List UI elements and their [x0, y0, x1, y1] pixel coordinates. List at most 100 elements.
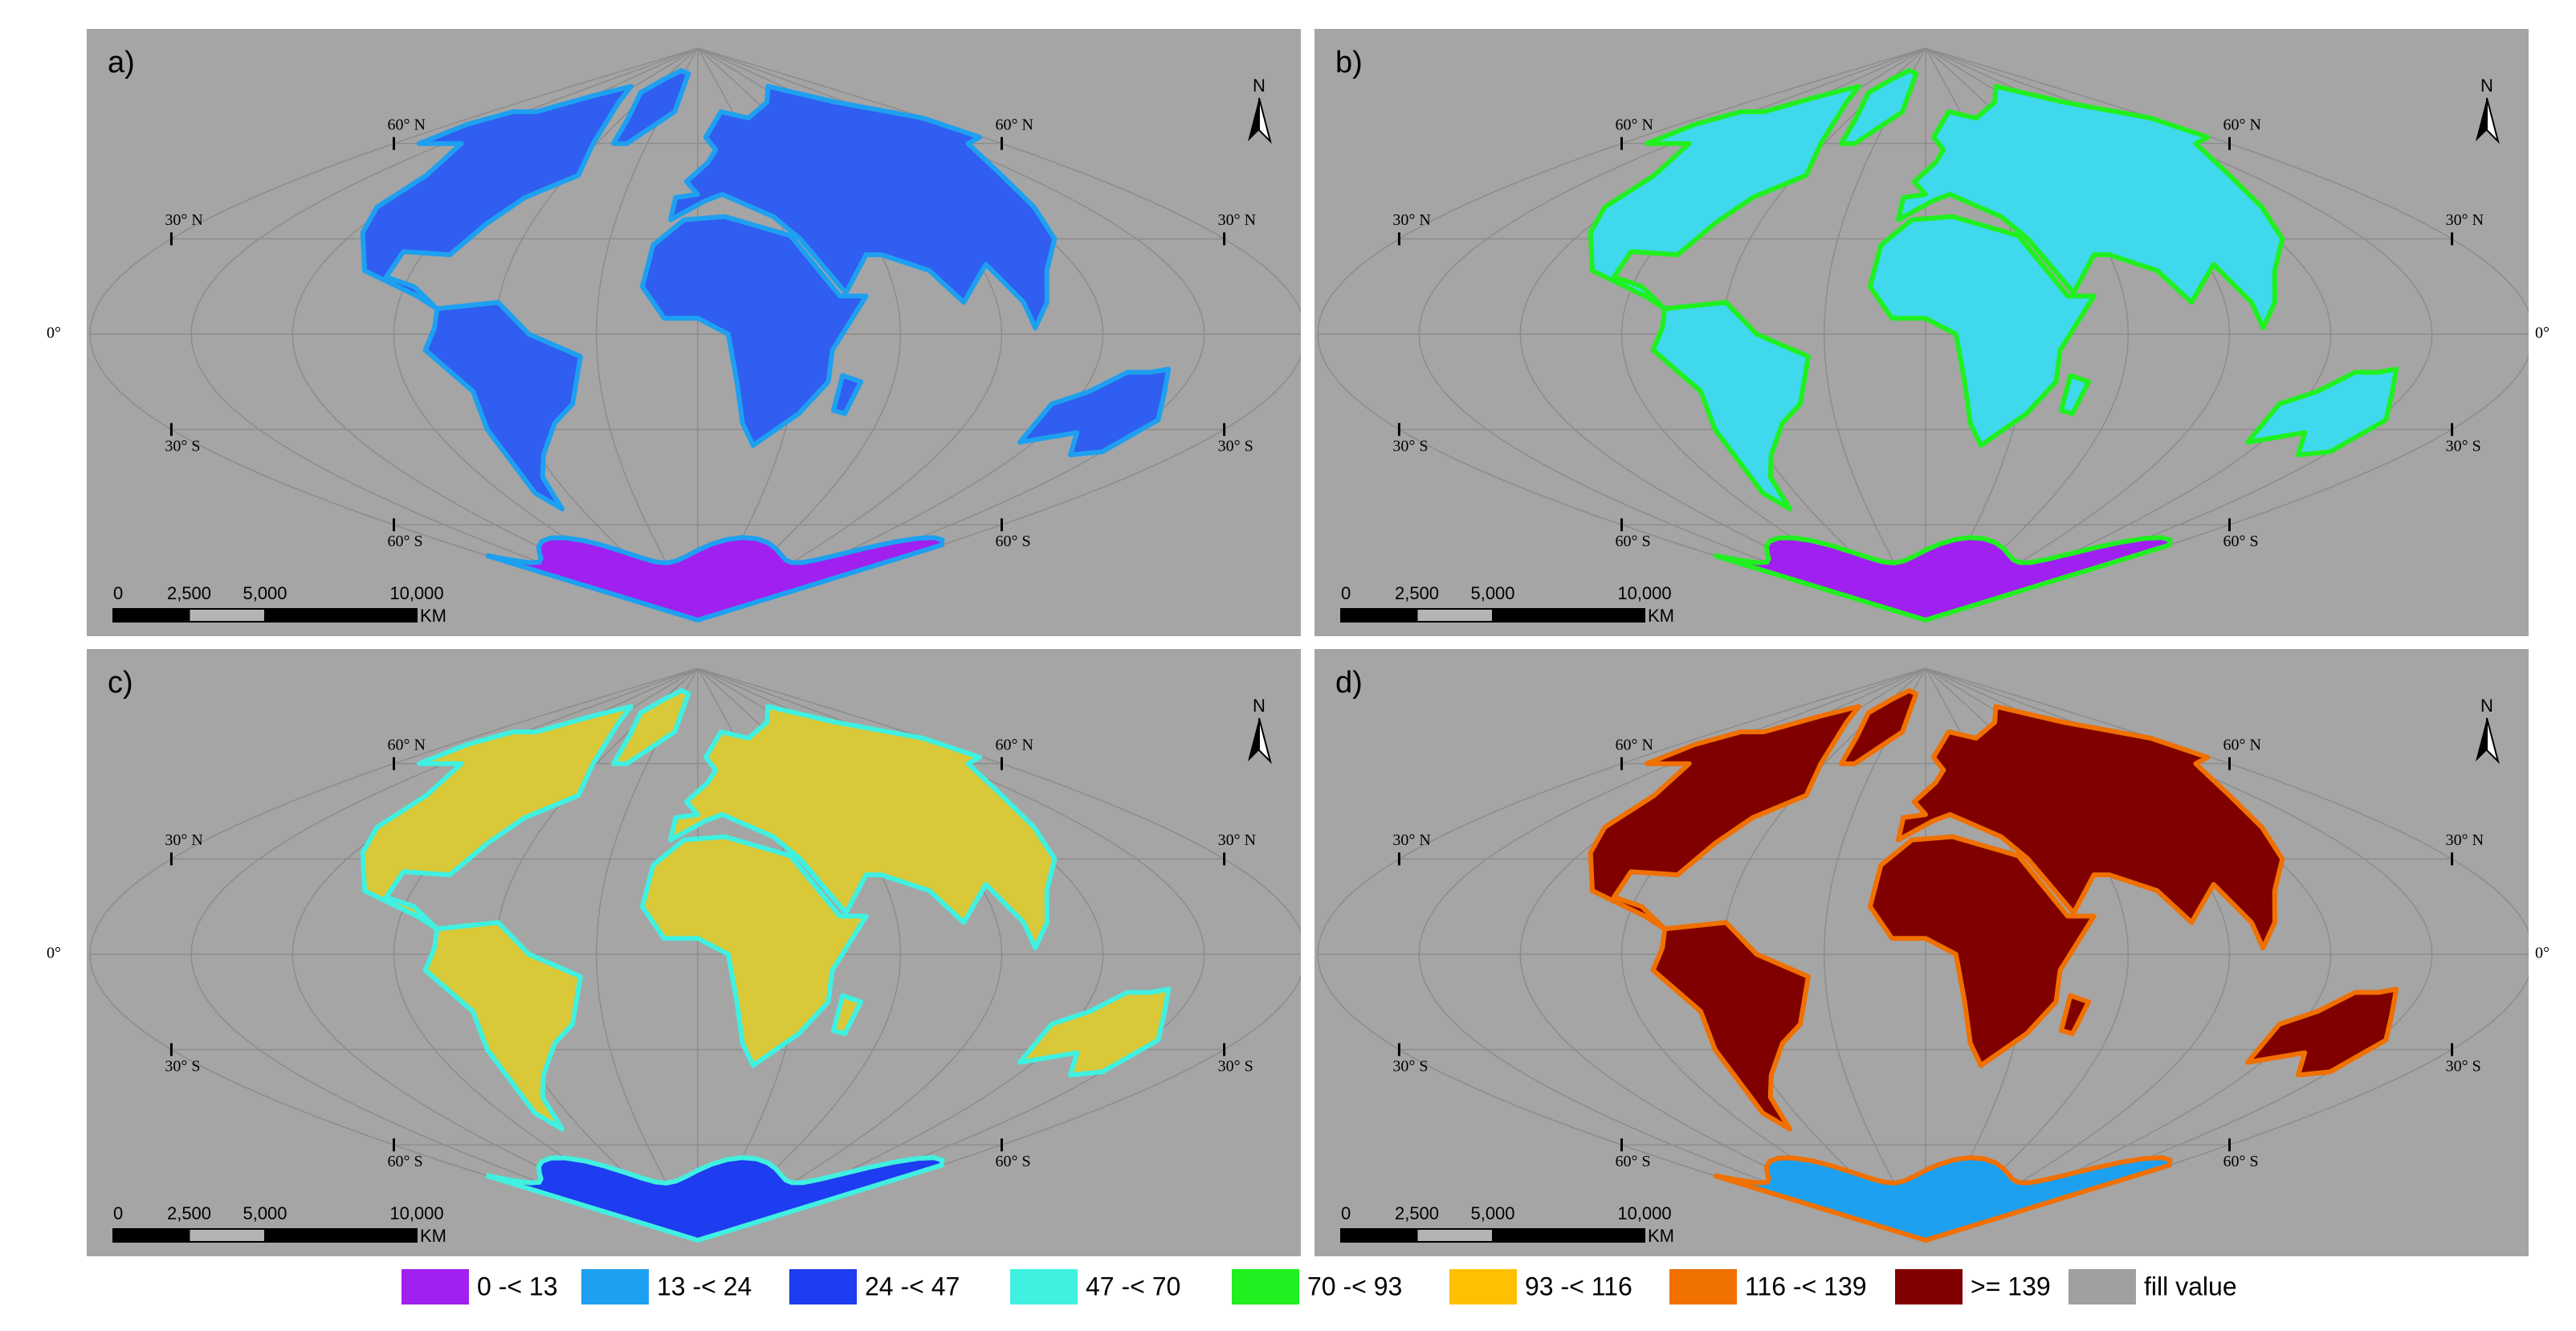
land: [1896, 704, 2285, 951]
scale-bar-unit: KM: [420, 606, 446, 626]
latitude-label: 30° N: [2446, 831, 2484, 849]
scale-bar-unit: KM: [420, 1226, 446, 1246]
legend-label: fill value: [2144, 1272, 2237, 1300]
legend-swatch: [789, 1269, 857, 1304]
scale-bar-segment: [1492, 608, 1645, 623]
legend-label: 0 -< 13: [477, 1272, 558, 1300]
land: [1838, 688, 1919, 766]
land: [1650, 300, 1811, 512]
panel-label: a): [108, 46, 135, 80]
latitude-label: 60° S: [1616, 533, 1651, 550]
legend-swatch: [1010, 1269, 1078, 1304]
land: [1588, 84, 1861, 312]
panel-background: [87, 29, 1301, 636]
scale-bar-segment: [112, 608, 190, 623]
land: [639, 834, 869, 1068]
antarctica: [485, 1155, 945, 1243]
latitude-label: 30° N: [1218, 831, 1256, 849]
legend-swatch: [401, 1269, 469, 1304]
antarctica: [1713, 1155, 2173, 1243]
latitude-label: 30° S: [2446, 437, 2481, 455]
scale-bar-label: 5,000: [1470, 1203, 1514, 1223]
north-arrow: [1248, 718, 1259, 761]
legend: 0 -< 13 13 -< 24 24 -< 47 47 -< 70 70 -< 93 9…: [401, 1269, 2237, 1304]
panel-label: d): [1335, 666, 1363, 700]
scale-bar-unit: KM: [1648, 606, 1674, 626]
map: [89, 668, 1301, 1243]
latitude-label: 30° S: [1218, 1057, 1253, 1075]
latitude-label: 0°: [47, 945, 61, 962]
land: [360, 704, 634, 932]
latitude-label: 60° S: [1616, 1153, 1651, 1170]
legend-swatch: [581, 1269, 649, 1304]
land: [1838, 67, 1919, 146]
latitude-label: 60° S: [996, 533, 1031, 550]
map-panel: d) N 60° N 60° N 30° N 30° N 0° 30° S 30° S 60° S…: [1314, 649, 2550, 1256]
latitude-label: 30° N: [1392, 211, 1430, 229]
scale-bar-segment: [188, 1228, 266, 1243]
scale-bar-label: 0: [113, 1203, 123, 1223]
latitude-label: 60° N: [996, 736, 1033, 753]
land: [1017, 986, 1172, 1078]
panel-label: b): [1335, 46, 1363, 80]
legend-swatch: [1449, 1269, 1517, 1304]
antarctica: [1713, 535, 2173, 623]
scale-bar-label: 2,500: [1395, 1203, 1439, 1223]
latitude-label: 30° N: [1392, 831, 1430, 849]
latitude-label: 60° N: [2223, 736, 2261, 753]
land: [1017, 366, 1172, 458]
latitude-label: 60° S: [996, 1153, 1031, 1170]
land: [2059, 373, 2092, 416]
latitude-label: 30° S: [165, 1057, 200, 1075]
map: [1317, 47, 2529, 623]
panel-background: [1314, 649, 2529, 1256]
scale-bar-label: 2,500: [167, 583, 211, 603]
latitude-label: 30° S: [1218, 437, 1253, 455]
scale-bar-label: 0: [1341, 1203, 1351, 1223]
scale-bar-segment: [1416, 608, 1494, 623]
land: [1588, 704, 1861, 932]
latitude-label: 30° S: [1392, 437, 1428, 455]
north-label: N: [1253, 76, 1266, 96]
antarctica: [485, 535, 945, 623]
latitude-label: 60° S: [388, 533, 423, 550]
scale-bar-segment: [188, 608, 266, 623]
north-arrow: [1258, 717, 1272, 765]
latitude-label: 30° N: [165, 211, 202, 229]
latitude-label: 30° N: [2446, 211, 2484, 229]
legend-swatch: [1232, 1269, 1299, 1304]
scale-bar-label: 10,000: [1617, 1203, 1671, 1223]
land: [422, 920, 583, 1132]
latitude-label: 30° N: [1218, 211, 1256, 229]
legend-label: 13 -< 24: [657, 1272, 752, 1300]
land: [2245, 366, 2399, 458]
latitude-label: 60° S: [388, 1153, 423, 1170]
land: [610, 67, 691, 146]
north-label: N: [1253, 696, 1266, 716]
panel-background: [1314, 29, 2529, 636]
scale-bar-label: 10,000: [1617, 583, 1671, 603]
land: [360, 84, 634, 312]
land: [610, 688, 691, 766]
map-panel: b) N 60° N 60° N 30° N 30° N 0° 30° S 30° S 60° S…: [1314, 29, 2550, 636]
legend-label: 70 -< 93: [1307, 1272, 1402, 1300]
land: [831, 373, 864, 416]
north-arrow: [1248, 98, 1259, 141]
latitude-label: 60° N: [1616, 116, 1653, 133]
north-arrow: [2486, 717, 2500, 765]
land: [639, 214, 869, 448]
scale-bar-segment: [1340, 608, 1418, 623]
map-panel: c) N 60° N 60° N 30° N 30° N 0° 30° S 30° S 60° S…: [47, 649, 1301, 1256]
map: [1317, 668, 2529, 1243]
north-arrow: [2476, 98, 2487, 141]
legend-swatch: [1895, 1269, 1963, 1304]
scale-bar-label: 5,000: [243, 1203, 287, 1223]
land: [831, 993, 864, 1036]
scale-bar-segment: [1340, 1228, 1418, 1243]
scale-bar-label: 5,000: [243, 583, 287, 603]
land: [1896, 84, 2285, 331]
legend-label: >= 139: [1971, 1272, 2051, 1300]
scale-bar-label: 10,000: [389, 583, 443, 603]
land: [1867, 834, 2097, 1068]
